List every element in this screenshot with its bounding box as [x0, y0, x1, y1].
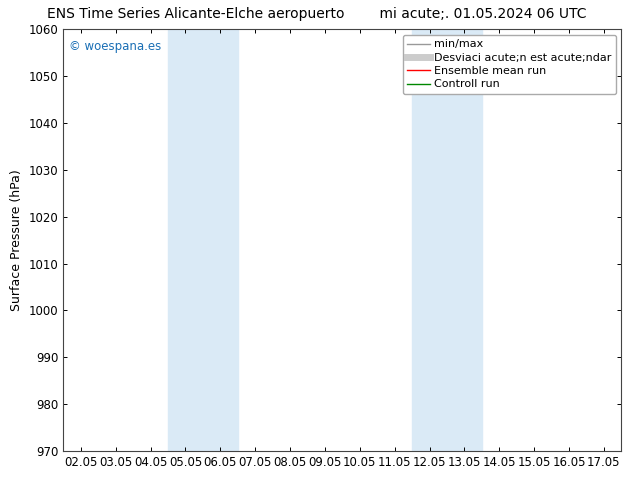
Legend: min/max, Desviaci acute;n est acute;ndar, Ensemble mean run, Controll run: min/max, Desviaci acute;n est acute;ndar…	[403, 35, 616, 94]
Text: ENS Time Series Alicante-Elche aeropuerto        mi acute;. 01.05.2024 06 UTC: ENS Time Series Alicante-Elche aeropuert…	[48, 7, 586, 22]
Text: © woespana.es: © woespana.es	[69, 40, 161, 53]
Y-axis label: Surface Pressure (hPa): Surface Pressure (hPa)	[10, 169, 23, 311]
Bar	[412, 29, 482, 451]
Bar	[168, 29, 238, 451]
